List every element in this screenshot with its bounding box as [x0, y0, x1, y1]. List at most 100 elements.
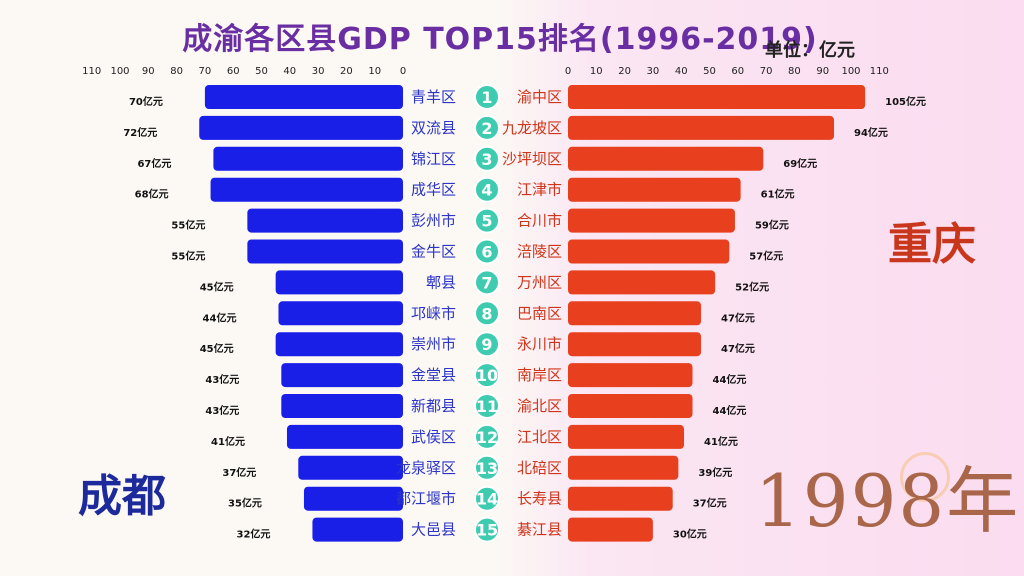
rank-number: 13 [476, 459, 498, 478]
left-axis-tick: 90 [142, 66, 155, 77]
chengdu-bar [247, 239, 403, 264]
chengdu-bar [247, 208, 403, 233]
rank-badge [474, 269, 500, 296]
chongqing-value-label: 52亿元 [735, 280, 769, 293]
chongqing-bar [568, 85, 866, 109]
rank-number: 9 [481, 335, 492, 354]
rank-badge [474, 207, 500, 234]
chongqing-value-label: 30亿元 [673, 528, 707, 541]
chengdu-bar [199, 115, 403, 140]
chengdu-district-label: 都江堰市 [396, 490, 456, 508]
chongqing-bar [568, 301, 702, 326]
rank-number: 8 [481, 304, 492, 323]
chongqing-district-label: 江津市 [517, 181, 562, 199]
rank-number: 12 [476, 428, 498, 447]
rank-number: 14 [476, 490, 498, 509]
rank-badge [474, 238, 500, 265]
unit-label: 单位：亿元 [765, 40, 855, 61]
chongqing-value-label: 69亿元 [783, 157, 817, 170]
chongqing-value-label: 105亿元 [885, 95, 926, 108]
chengdu-district-label: 金牛区 [411, 243, 456, 261]
chongqing-district-label: 长寿县 [517, 490, 562, 508]
chongqing-bar [568, 115, 835, 140]
chongqing-bar [568, 394, 693, 418]
chengdu-district-label: 崇州市 [411, 335, 456, 353]
chongqing-value-label: 61亿元 [761, 188, 795, 201]
rank-badge [474, 114, 500, 141]
chengdu-value-label: 35亿元 [228, 497, 262, 510]
chengdu-value-label: 43亿元 [205, 404, 239, 417]
chongqing-bar [568, 363, 693, 388]
left-axis-tick: 110 [82, 66, 101, 77]
chongqing-bar [568, 332, 702, 357]
chengdu-district-label: 大邑县 [411, 521, 456, 539]
right-axis-tick: 0 [565, 66, 571, 77]
chengdu-bar [286, 424, 403, 449]
chengdu-bar [213, 146, 403, 171]
chengdu-value-label: 67亿元 [137, 157, 171, 170]
left-axis-tick: 0 [400, 66, 406, 77]
chart-title: 成渝各区县GDP TOP15排名(1996-2019) [182, 22, 818, 57]
chengdu-district-label: 龙泉驿区 [396, 459, 456, 477]
chengdu-bar [303, 486, 403, 511]
rank-badge [474, 84, 500, 110]
chongqing-value-label: 41亿元 [704, 435, 738, 448]
chongqing-value-label: 39亿元 [698, 466, 732, 479]
right-axis-tick: 20 [618, 66, 631, 77]
chengdu-bar [204, 85, 403, 109]
chengdu-district-label: 锦江区 [411, 150, 456, 168]
chengdu-bar [281, 363, 403, 388]
chongqing-bar [568, 239, 730, 264]
right-axis-tick: 50 [703, 66, 716, 77]
chengdu-bar [281, 394, 403, 418]
chengdu-district-label: 青羊区 [411, 88, 456, 106]
chengdu-value-label: 55亿元 [171, 250, 205, 263]
chengdu-district-label: 双流县 [411, 119, 456, 137]
chengdu-value-label: 45亿元 [200, 342, 234, 355]
right-axis-tick: 90 [816, 66, 829, 77]
rank-number: 7 [481, 273, 492, 292]
rank-number: 6 [481, 243, 492, 262]
chongqing-value-label: 44亿元 [713, 404, 747, 417]
rank-badge [474, 485, 500, 512]
rank-badge [474, 423, 500, 450]
chengdu-value-label: 44亿元 [203, 311, 237, 324]
chengdu-value-label: 68亿元 [135, 188, 169, 201]
rank-number: 15 [476, 521, 498, 540]
chongqing-value-label: 44亿元 [713, 373, 747, 386]
rank-badge [474, 393, 500, 419]
chongqing-district-label: 巴南区 [517, 304, 562, 322]
right-axis-tick: 110 [870, 66, 889, 77]
chongqing-district-label: 永川市 [517, 335, 562, 353]
right-axis-tick: 80 [788, 66, 801, 77]
chongqing-label: 重庆 [888, 219, 976, 270]
rank-number: 1 [481, 88, 492, 107]
chongqing-bar [568, 146, 764, 171]
left-axis-tick: 100 [110, 66, 129, 77]
chengdu-bar [278, 301, 403, 326]
chongqing-value-label: 47亿元 [721, 342, 755, 355]
chongqing-district-label: 綦江县 [517, 521, 562, 539]
chengdu-value-label: 55亿元 [171, 219, 205, 232]
right-axis-tick: 30 [647, 66, 660, 77]
chongqing-value-label: 59亿元 [755, 219, 789, 232]
chengdu-bar [275, 270, 403, 295]
chongqing-bar [568, 486, 673, 511]
chongqing-value-label: 94亿元 [854, 126, 888, 139]
left-axis-tick: 20 [340, 66, 353, 77]
left-axis-tick: 60 [227, 66, 240, 77]
rank-number: 5 [481, 212, 492, 231]
chongqing-district-label: 北碚区 [517, 459, 562, 477]
chengdu-district-label: 成华区 [411, 181, 456, 199]
chongqing-bar [568, 455, 679, 480]
right-axis-tick: 10 [590, 66, 603, 77]
chengdu-bar [312, 517, 403, 542]
chongqing-district-label: 九龙坡区 [502, 119, 562, 137]
left-axis-tick: 70 [199, 66, 212, 77]
rank-badge [474, 145, 500, 172]
chongqing-bar [568, 208, 735, 233]
chongqing-value-label: 57亿元 [749, 250, 783, 263]
chongqing-bar [568, 270, 716, 295]
left-axis-tick: 50 [255, 66, 268, 77]
chengdu-value-label: 43亿元 [205, 373, 239, 386]
